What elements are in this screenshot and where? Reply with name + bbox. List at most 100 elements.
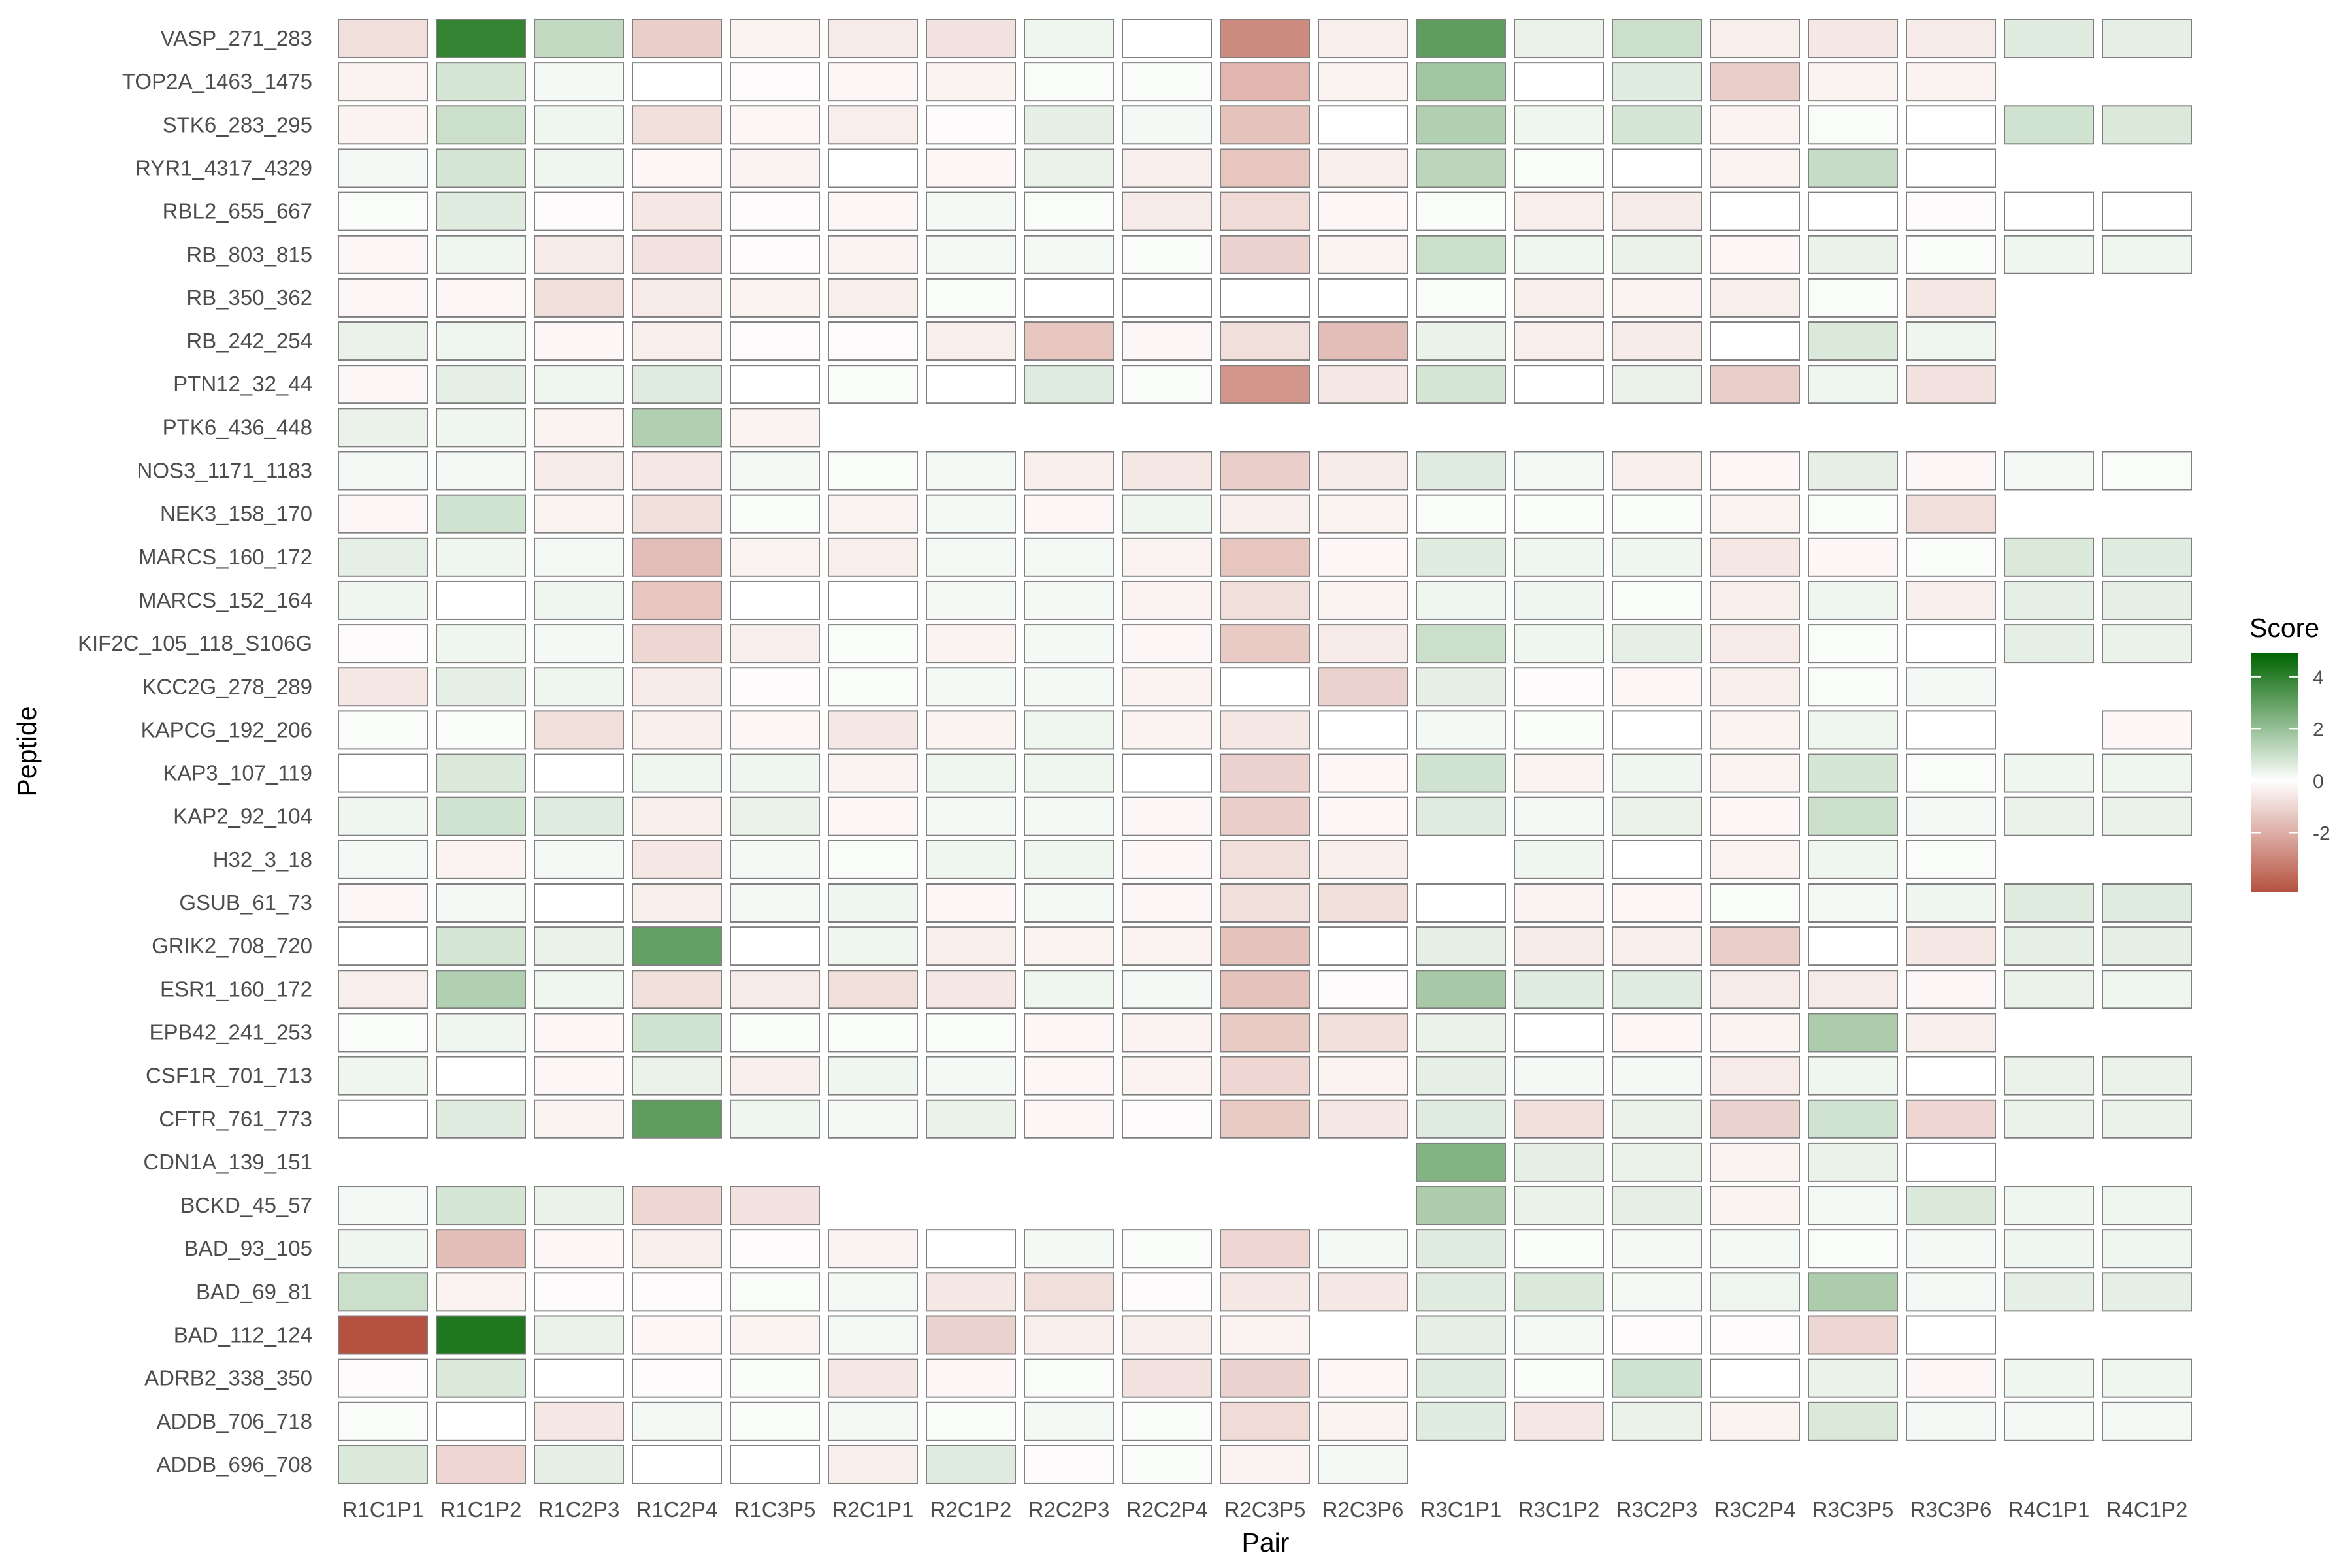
heatmap-cell [1318,926,1408,966]
heatmap-cell [828,926,918,966]
heatmap-cell [730,580,820,620]
heatmap-cell [828,1056,918,1096]
heatmap-cell [1808,926,1898,966]
heatmap-cell [1612,1272,1702,1312]
heatmap-cell [534,1272,624,1312]
heatmap-cell [1710,753,1800,793]
heatmap-cell [534,537,624,577]
heatmap-cell [2004,105,2094,145]
heatmap-cell [632,580,722,620]
x-tick-label: R1C3P5 [734,1497,816,1522]
heatmap-cell [1906,1358,1996,1398]
heatmap-cell [436,624,526,664]
heatmap-cell [1024,537,1114,577]
heatmap-cell [534,1315,624,1355]
heatmap-cell [1612,451,1702,491]
heatmap-cell [1906,1401,1996,1441]
heatmap-cell [436,710,526,750]
heatmap-cell [534,753,624,793]
heatmap-cell [632,191,722,231]
heatmap-cell [1710,1056,1800,1096]
heatmap-cell [1318,235,1408,274]
y-tick-label: EPB42_241_253 [149,1020,312,1044]
heatmap-cell [436,1445,526,1484]
heatmap-cell [436,753,526,793]
heatmap-cell [1808,580,1898,620]
heatmap-cell [1220,148,1310,188]
heatmap-cell [338,105,428,145]
heatmap-cell [1318,667,1408,707]
y-tick-label: KIF2C_105_118_S106G [78,631,312,655]
heatmap-cell [828,19,918,58]
heatmap-cell [1024,1358,1114,1398]
heatmap-cell [1318,1099,1408,1139]
x-tick-label: R1C1P2 [440,1497,522,1522]
y-tick-label: RB_242_254 [186,329,312,353]
heatmap-cell [1122,1445,1212,1484]
heatmap-cell [338,1229,428,1269]
heatmap-cell [1710,62,1800,102]
heatmap-cell [1906,970,1996,1009]
heatmap-cell [1612,667,1702,707]
y-tick-label: H32_3_18 [213,847,312,872]
heatmap-cell [1514,451,1604,491]
heatmap-cell [828,1229,918,1269]
heatmap-cell [1514,148,1604,188]
heatmap-cell [1416,580,1506,620]
heatmap-cell [730,365,820,404]
heatmap-cell [926,148,1016,188]
heatmap-cell [2102,883,2192,923]
heatmap-cell [1808,1142,1898,1182]
heatmap-cell [338,1186,428,1226]
heatmap-cell [436,1056,526,1096]
heatmap-cell [1220,926,1310,966]
heatmap-cell [1416,235,1506,274]
heatmap-cell [1416,1229,1506,1269]
heatmap-cell [1808,235,1898,274]
heatmap-cell [1122,926,1212,966]
heatmap-cell [1612,62,1702,102]
heatmap-cell [1416,624,1506,664]
heatmap-cell [1024,667,1114,707]
heatmap-cell [1808,365,1898,404]
x-tick-label: R2C1P2 [930,1497,1012,1522]
heatmap-cell [436,1272,526,1312]
heatmap-cell [1808,796,1898,836]
heatmap-cell [1612,191,1702,231]
heatmap-cell [534,321,624,361]
heatmap-cell [1318,1445,1408,1484]
heatmap-cell [1612,1142,1702,1182]
heatmap-cell [1906,1013,1996,1053]
heatmap-cell [1318,191,1408,231]
heatmap-cell [338,408,428,448]
heatmap-cell [1514,710,1604,750]
heatmap-cell [1416,19,1506,58]
heatmap-cell [534,278,624,318]
heatmap-cell [1220,1358,1310,1398]
heatmap-cell [2102,1099,2192,1139]
heatmap-cell [338,1013,428,1053]
heatmap-cell [1416,1315,1506,1355]
heatmap-cell [1318,580,1408,620]
heatmap-cell [338,235,428,274]
x-tick-label: R3C1P1 [1420,1497,1502,1522]
heatmap-cell [730,1358,820,1398]
heatmap-cell [632,1099,722,1139]
heatmap-cell [1024,1445,1114,1484]
heatmap-cell [1122,19,1212,58]
heatmap-cell [926,365,1016,404]
x-tick-label: R3C2P4 [1714,1497,1796,1522]
heatmap-cell [1514,1056,1604,1096]
heatmap-cell [2004,883,2094,923]
heatmap-cell [1612,580,1702,620]
y-tick-label: PTK6_436_448 [163,415,312,439]
heatmap-cell [2102,580,2192,620]
heatmap-cell [1808,753,1898,793]
heatmap-cell [926,1358,1016,1398]
heatmap-cell [926,1013,1016,1053]
heatmap-cell [1612,1186,1702,1226]
heatmap-cell [338,580,428,620]
heatmap-cell [828,1272,918,1312]
heatmap-cell [1416,191,1506,231]
heatmap-cell [1220,1099,1310,1139]
